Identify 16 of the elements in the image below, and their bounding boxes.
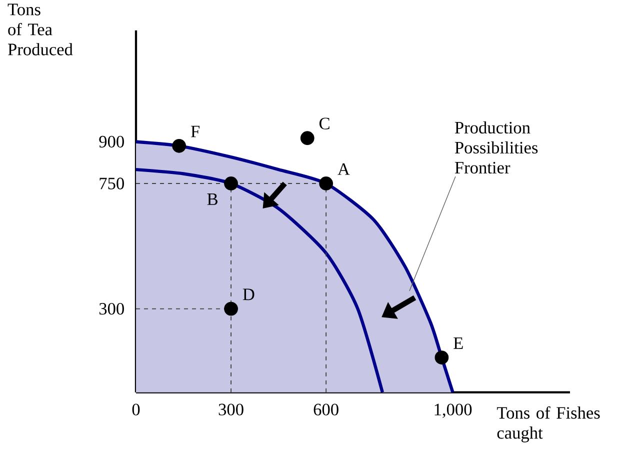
x-tick-label: 600 xyxy=(314,404,338,416)
annotation: Production Possibilities Frontier xyxy=(454,121,538,174)
annotation: C xyxy=(319,118,330,130)
x-tick-label: 300 xyxy=(218,404,244,416)
x-tick-label: 1,000 xyxy=(434,404,472,418)
annotation: B xyxy=(207,194,218,205)
x-axis-title: Tons of Fishes caught xyxy=(496,406,600,442)
y-tick-label: 900 xyxy=(99,136,124,148)
annotation: F xyxy=(190,126,200,138)
y-tick-label: 750 xyxy=(100,178,124,190)
y-axis-title: Tons of Tea Produced xyxy=(8,4,73,56)
y-tick-label: 300 xyxy=(99,302,124,315)
x-tick-label: 0 xyxy=(132,404,140,416)
annotation: E xyxy=(454,337,463,349)
annotation: A xyxy=(338,163,350,175)
annotation: D xyxy=(242,288,254,300)
